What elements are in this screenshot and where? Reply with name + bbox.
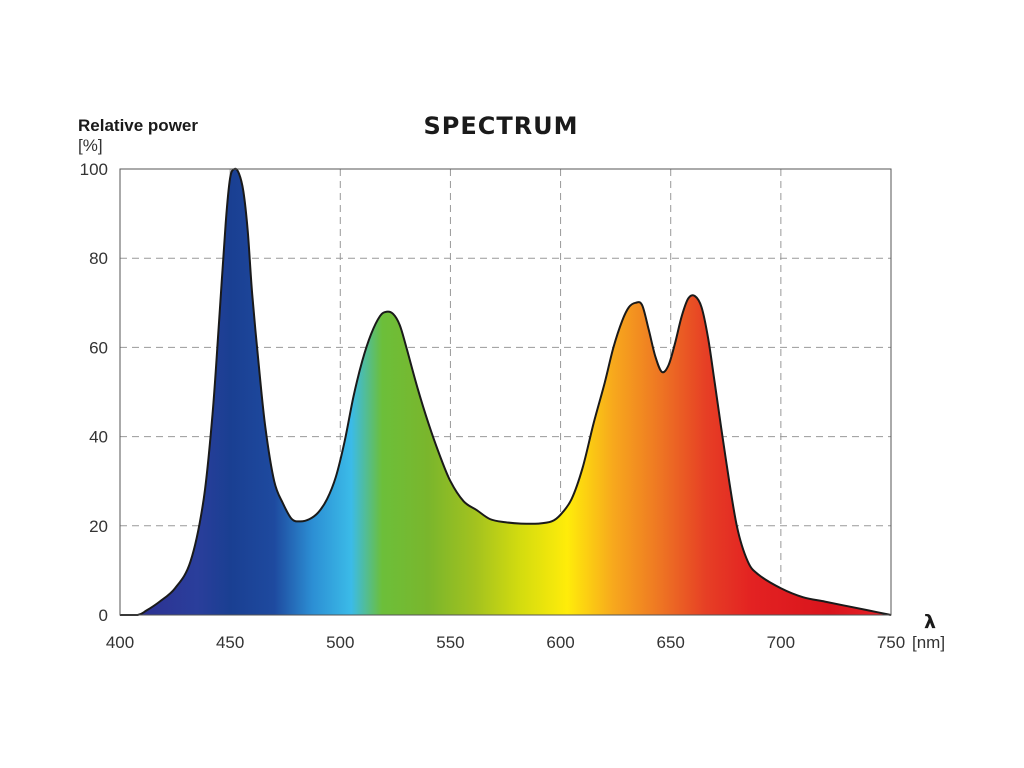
y-axis-label: Relative power: [78, 116, 198, 135]
x-axis-label: λ: [924, 611, 936, 633]
y-tick-label: 80: [89, 249, 108, 268]
x-axis-ticks: 400 450 500 550 600 650 700 750: [106, 633, 905, 652]
x-tick-label: 700: [767, 633, 795, 652]
chart-title: SPECTRUM: [423, 112, 578, 140]
spectrum-area: [120, 168, 891, 615]
spectrum-curve: [119, 167, 892, 616]
y-tick-label: 60: [89, 338, 108, 357]
y-axis-unit: [%]: [78, 136, 103, 155]
x-tick-label: 750: [877, 633, 905, 652]
y-tick-label: 0: [99, 606, 108, 625]
x-tick-label: 600: [546, 633, 574, 652]
x-tick-label: 400: [106, 633, 134, 652]
y-tick-label: 100: [80, 160, 108, 179]
x-tick-label: 500: [326, 633, 354, 652]
y-tick-label: 20: [89, 517, 108, 536]
y-tick-label: 40: [89, 428, 108, 447]
x-tick-label: 650: [657, 633, 685, 652]
plot-frame: [119, 168, 892, 616]
y-axis-ticks: 0 20 40 60 80 100: [80, 160, 108, 625]
x-tick-label: 450: [216, 633, 244, 652]
x-tick-label: 550: [436, 633, 464, 652]
x-axis-unit: [nm]: [912, 633, 945, 652]
